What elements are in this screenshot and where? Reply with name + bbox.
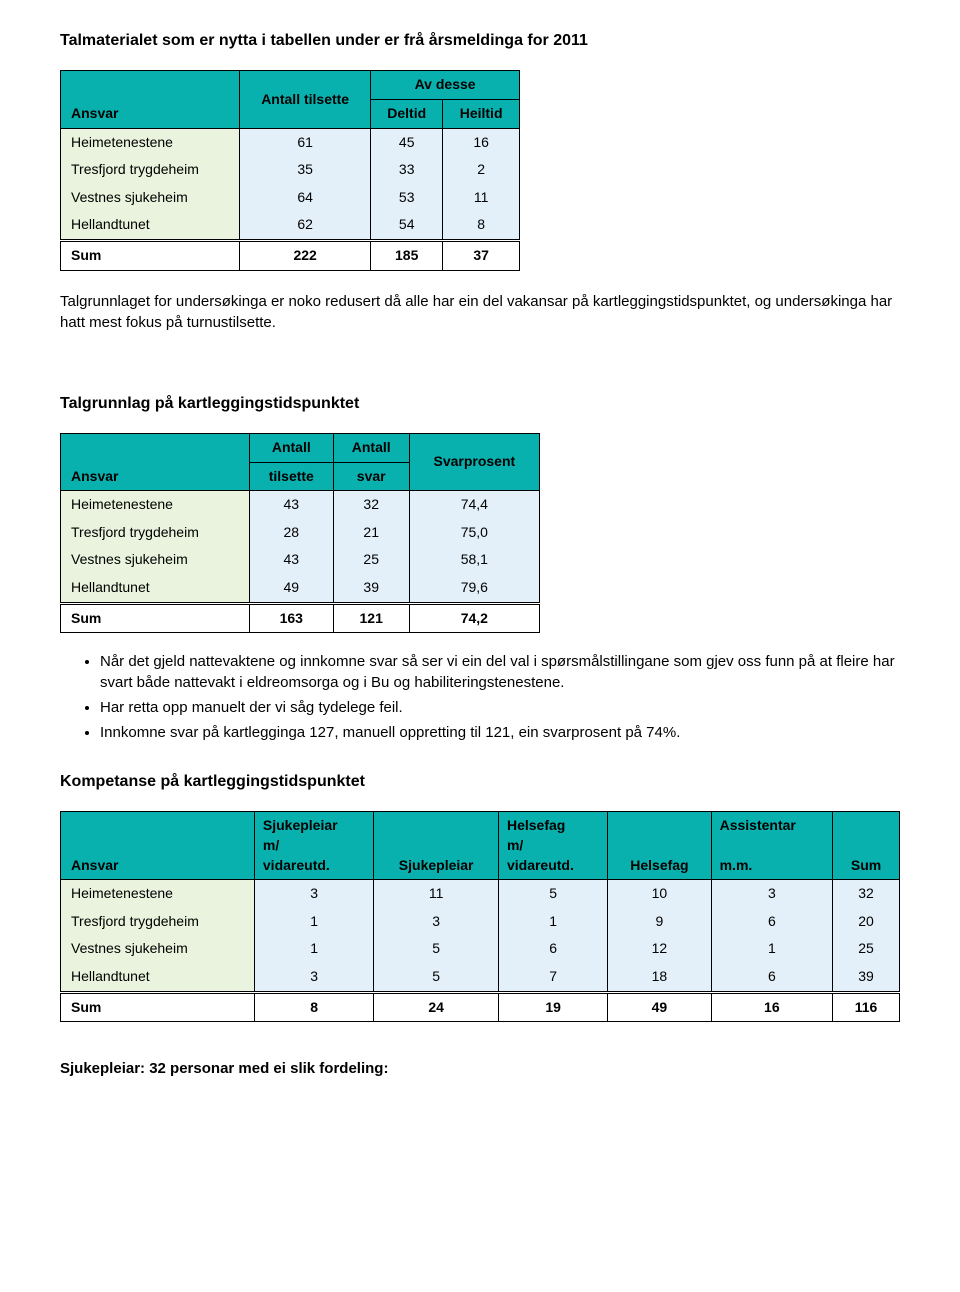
- t3-h-c4: Helsefag: [608, 812, 711, 880]
- table-row: Heimetenestene 43 32 74,4: [61, 491, 540, 519]
- t2-h-antall1: Antall: [249, 433, 333, 462]
- table-row: Hellandtunet 3 5 7 18 6 39: [61, 963, 900, 992]
- t1-h-deltid: Deltid: [371, 99, 443, 128]
- table-row: Hellandtunet 62 54 8: [61, 211, 520, 240]
- table-row: Tresfjord trygdeheim 28 21 75,0: [61, 519, 540, 547]
- t1-h-ansvar: Ansvar: [61, 71, 240, 128]
- t3-h-c2: Sjukepleiar: [374, 812, 499, 880]
- table-sum-row: Sum 8 24 19 49 16 116: [61, 992, 900, 1022]
- table-row: Vestnes sjukeheim 1 5 6 12 1 25: [61, 935, 900, 963]
- closing-text: Sjukepleiar: 32 personar med ei slik for…: [60, 1058, 900, 1079]
- t2-h-tilsette: tilsette: [249, 462, 333, 491]
- table-1: Ansvar Antall tilsette Av desse Deltid H…: [60, 70, 520, 270]
- list-item: Innkomne svar på kartlegginga 127, manue…: [100, 722, 900, 743]
- t2-h-svarprosent: Svarprosent: [409, 433, 539, 490]
- bullet-list: Når det gjeld nattevaktene og innkomne s…: [100, 651, 900, 743]
- table-row: Hellandtunet 49 39 79,6: [61, 574, 540, 603]
- table-row: Heimetenestene 3 11 5 10 3 32: [61, 880, 900, 908]
- table-row: Vestnes sjukeheim 43 25 58,1: [61, 546, 540, 574]
- t1-h-heiltid: Heiltid: [443, 99, 520, 128]
- table-2: Ansvar Antall Antall Svarprosent tilsett…: [60, 433, 540, 633]
- table-row: Tresfjord trygdeheim 1 3 1 9 6 20: [61, 908, 900, 936]
- table-sum-row: Sum 222 185 37: [61, 240, 520, 270]
- t3-h-c6: Sum: [833, 812, 900, 880]
- t3-h-c3: Helsefag m/ vidareutd.: [498, 812, 607, 880]
- t1-h-antall: Antall tilsette: [240, 71, 371, 128]
- table-row: Heimetenestene 61 45 16: [61, 128, 520, 156]
- list-item: Når det gjeld nattevaktene og innkomne s…: [100, 651, 900, 693]
- table-row: Tresfjord trygdeheim 35 33 2: [61, 156, 520, 184]
- intro-text: Talmaterialet som er nytta i tabellen un…: [60, 30, 900, 52]
- t1-h-avdesse: Av desse: [371, 71, 520, 100]
- table-sum-row: Sum 163 121 74,2: [61, 603, 540, 633]
- t2-h-antall2: Antall: [333, 433, 409, 462]
- t3-h-c1: Sjukepleiar m/ vidareutd.: [254, 812, 373, 880]
- para-1: Talgrunnlaget for undersøkinga er noko r…: [60, 291, 900, 333]
- table-3: Ansvar Sjukepleiar m/ vidareutd. Sjukepl…: [60, 811, 900, 1022]
- t3-h-ansvar: Ansvar: [61, 812, 255, 880]
- t2-h-ansvar: Ansvar: [61, 433, 250, 490]
- section2-title: Talgrunnlag på kartleggingstidspunktet: [60, 393, 900, 415]
- list-item: Har retta opp manuelt der vi såg tydeleg…: [100, 697, 900, 718]
- t3-h-c5: Assistentar m.m.: [711, 812, 832, 880]
- table-row: Vestnes sjukeheim 64 53 11: [61, 184, 520, 212]
- section3-title: Kompetanse på kartleggingstidspunktet: [60, 771, 900, 793]
- t2-h-svar: svar: [333, 462, 409, 491]
